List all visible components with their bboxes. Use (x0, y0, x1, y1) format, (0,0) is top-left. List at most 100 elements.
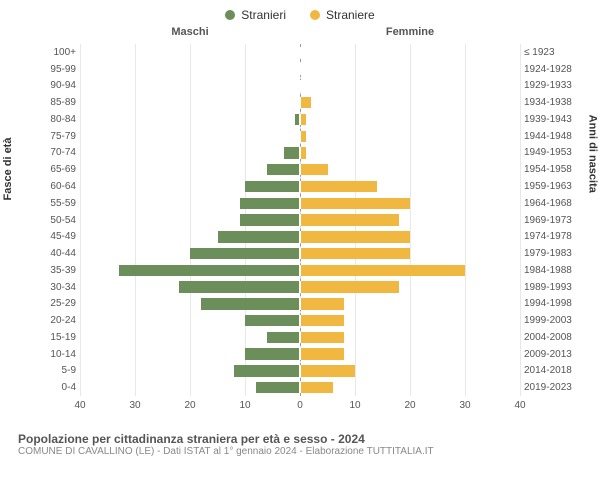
bar-female (300, 365, 355, 376)
col-header-right: Femmine (300, 26, 520, 44)
pyramid-row: 55-591964-1968 (80, 195, 520, 212)
x-tick: 40 (74, 400, 85, 411)
bar-male (201, 298, 300, 309)
legend-swatch-male (225, 10, 235, 20)
col-header-left: Maschi (80, 26, 300, 44)
pyramid-row: 45-491974-1978 (80, 228, 520, 245)
birth-year-label: 1974-1978 (524, 231, 572, 242)
x-axis: 40302010010203040 (80, 400, 520, 414)
bar-female (300, 63, 301, 74)
x-tick: 0 (297, 400, 303, 411)
legend-swatch-female (310, 10, 320, 20)
bar-male (267, 332, 300, 343)
column-headers: Maschi Femmine (80, 26, 520, 44)
bar-female (300, 214, 399, 225)
age-label: 95-99 (28, 64, 76, 75)
x-tick: 20 (404, 400, 415, 411)
birth-year-label: 1989-1993 (524, 282, 572, 293)
legend-item-male: Stranieri (225, 8, 286, 22)
bar-male (267, 164, 300, 175)
plot-area: 100+≤ 192395-991924-192890-941929-193385… (80, 44, 520, 396)
pyramid-row: 90-941929-1933 (80, 78, 520, 95)
age-label: 85-89 (28, 97, 76, 108)
birth-year-label: 1969-1973 (524, 215, 572, 226)
birth-year-label: 1999-2003 (524, 315, 572, 326)
bar-female (300, 164, 328, 175)
bar-male (218, 231, 301, 242)
birth-year-label: 1944-1948 (524, 131, 572, 142)
birth-year-label: 1994-1998 (524, 298, 572, 309)
pyramid-row: 5-92014-2018 (80, 363, 520, 380)
age-label: 45-49 (28, 231, 76, 242)
age-label: 10-14 (28, 349, 76, 360)
birth-year-label: 1984-1988 (524, 265, 572, 276)
age-label: 100+ (28, 47, 76, 58)
age-label: 50-54 (28, 215, 76, 226)
age-label: 90-94 (28, 80, 76, 91)
pyramid-row: 50-541969-1973 (80, 212, 520, 229)
gridline (520, 44, 521, 396)
birth-year-label: 2019-2023 (524, 382, 572, 393)
y-axis-right-title: Anni di nascita (586, 115, 598, 193)
pyramid-row: 25-291994-1998 (80, 295, 520, 312)
birth-year-label: 1954-1958 (524, 164, 572, 175)
birth-year-label: 1964-1968 (524, 198, 572, 209)
bar-female (300, 97, 311, 108)
pyramid-row: 10-142009-2013 (80, 346, 520, 363)
birth-year-label: 1924-1928 (524, 64, 572, 75)
age-label: 60-64 (28, 181, 76, 192)
pyramid-row: 85-891934-1938 (80, 94, 520, 111)
bar-female (300, 231, 410, 242)
bar-male (245, 315, 300, 326)
age-label: 0-4 (28, 382, 76, 393)
pyramid-row: 40-441979-1983 (80, 245, 520, 262)
pyramid-row: 95-991924-1928 (80, 61, 520, 78)
x-tick: 30 (459, 400, 470, 411)
pyramid-row: 65-691954-1958 (80, 161, 520, 178)
age-label: 55-59 (28, 198, 76, 209)
x-tick: 10 (349, 400, 360, 411)
pyramid-row: 80-841939-1943 (80, 111, 520, 128)
legend-item-female: Straniere (310, 8, 375, 22)
birth-year-label: 1949-1953 (524, 147, 572, 158)
bar-male (245, 348, 300, 359)
bar-female (300, 114, 306, 125)
chart-title: Popolazione per cittadinanza straniera p… (18, 432, 582, 446)
bar-female (300, 80, 301, 91)
x-tick: 20 (184, 400, 195, 411)
birth-year-label: ≤ 1923 (524, 47, 572, 58)
bar-female (300, 298, 344, 309)
pyramid-row: 0-42019-2023 (80, 379, 520, 396)
bar-male (190, 248, 300, 259)
legend-label-male: Stranieri (241, 8, 286, 22)
pyramid-row: 30-341989-1993 (80, 279, 520, 296)
age-label: 80-84 (28, 114, 76, 125)
x-tick: 10 (239, 400, 250, 411)
legend-label-female: Straniere (326, 8, 375, 22)
bar-male (179, 281, 300, 292)
birth-year-label: 2014-2018 (524, 365, 572, 376)
bar-female (300, 265, 465, 276)
bar-female (300, 248, 410, 259)
pyramid-row: 20-241999-2003 (80, 312, 520, 329)
bar-female (300, 315, 344, 326)
bar-male (256, 382, 300, 393)
pyramid-row: 15-192004-2008 (80, 329, 520, 346)
bar-male (119, 265, 301, 276)
age-label: 5-9 (28, 365, 76, 376)
pyramid-row: 75-791944-1948 (80, 128, 520, 145)
bar-female (300, 147, 306, 158)
age-label: 30-34 (28, 282, 76, 293)
legend: Stranieri Straniere (0, 0, 600, 26)
age-label: 75-79 (28, 131, 76, 142)
bar-female (300, 47, 301, 58)
age-label: 70-74 (28, 147, 76, 158)
pyramid-chart: Maschi Femmine Fasce di età Anni di nasc… (20, 26, 580, 426)
bar-female (300, 181, 377, 192)
x-tick: 30 (129, 400, 140, 411)
age-label: 40-44 (28, 248, 76, 259)
bar-female (300, 131, 306, 142)
bar-male (240, 198, 301, 209)
age-label: 15-19 (28, 332, 76, 343)
bar-female (300, 332, 344, 343)
